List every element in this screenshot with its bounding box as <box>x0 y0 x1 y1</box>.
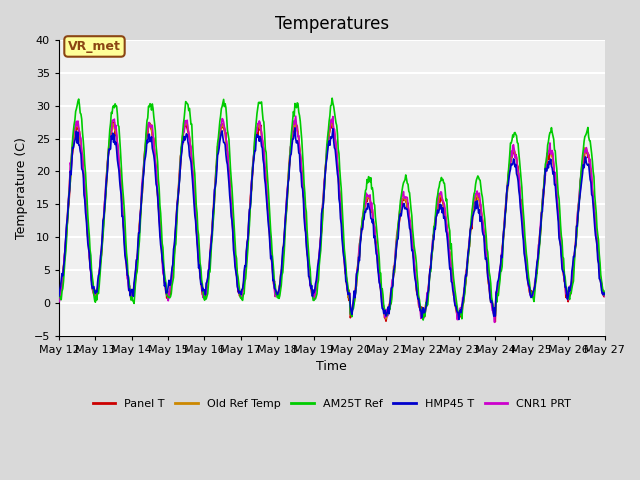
Title: Temperatures: Temperatures <box>275 15 389 33</box>
Legend: Panel T, Old Ref Temp, AM25T Ref, HMP45 T, CNR1 PRT: Panel T, Old Ref Temp, AM25T Ref, HMP45 … <box>88 395 575 413</box>
Y-axis label: Temperature (C): Temperature (C) <box>15 137 28 239</box>
Text: VR_met: VR_met <box>68 40 121 53</box>
X-axis label: Time: Time <box>316 360 347 373</box>
